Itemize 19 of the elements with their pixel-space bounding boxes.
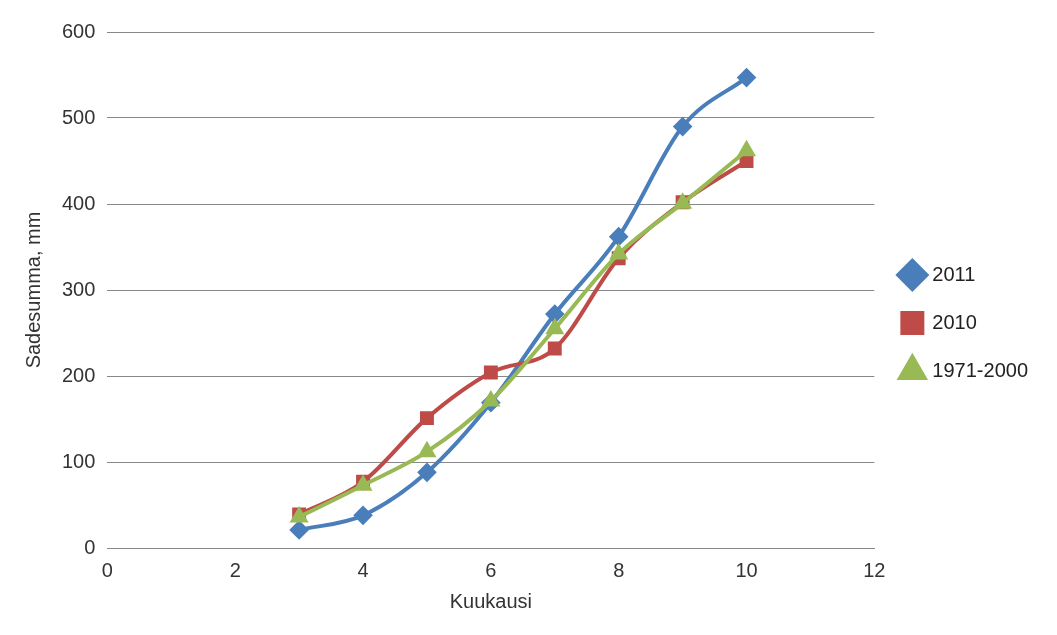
legend-label: 2011: [932, 262, 976, 285]
legend-label: 2010: [932, 310, 977, 333]
y-tick-label: 0: [84, 535, 96, 558]
x-tick-label: 2: [229, 558, 241, 581]
x-tick-label: 12: [863, 558, 886, 581]
y-tick-label: 600: [61, 19, 96, 42]
x-tick-label: 6: [485, 558, 497, 581]
x-axis-title: Kuukausi: [449, 589, 532, 612]
y-tick-label: 200: [61, 363, 96, 386]
x-tick-label: 10: [735, 558, 758, 581]
x-tick-label: 8: [613, 558, 625, 581]
legend-label: 1971-2000: [932, 358, 1029, 381]
y-axis-title: Sadesumma, mm: [21, 211, 44, 369]
x-tick-label: 0: [101, 558, 113, 581]
x-tick-label: 4: [357, 558, 369, 581]
y-tick-label: 500: [61, 105, 96, 128]
y-tick-label: 100: [61, 449, 96, 472]
y-tick-label: 300: [61, 277, 96, 300]
y-tick-label: 400: [61, 191, 96, 214]
